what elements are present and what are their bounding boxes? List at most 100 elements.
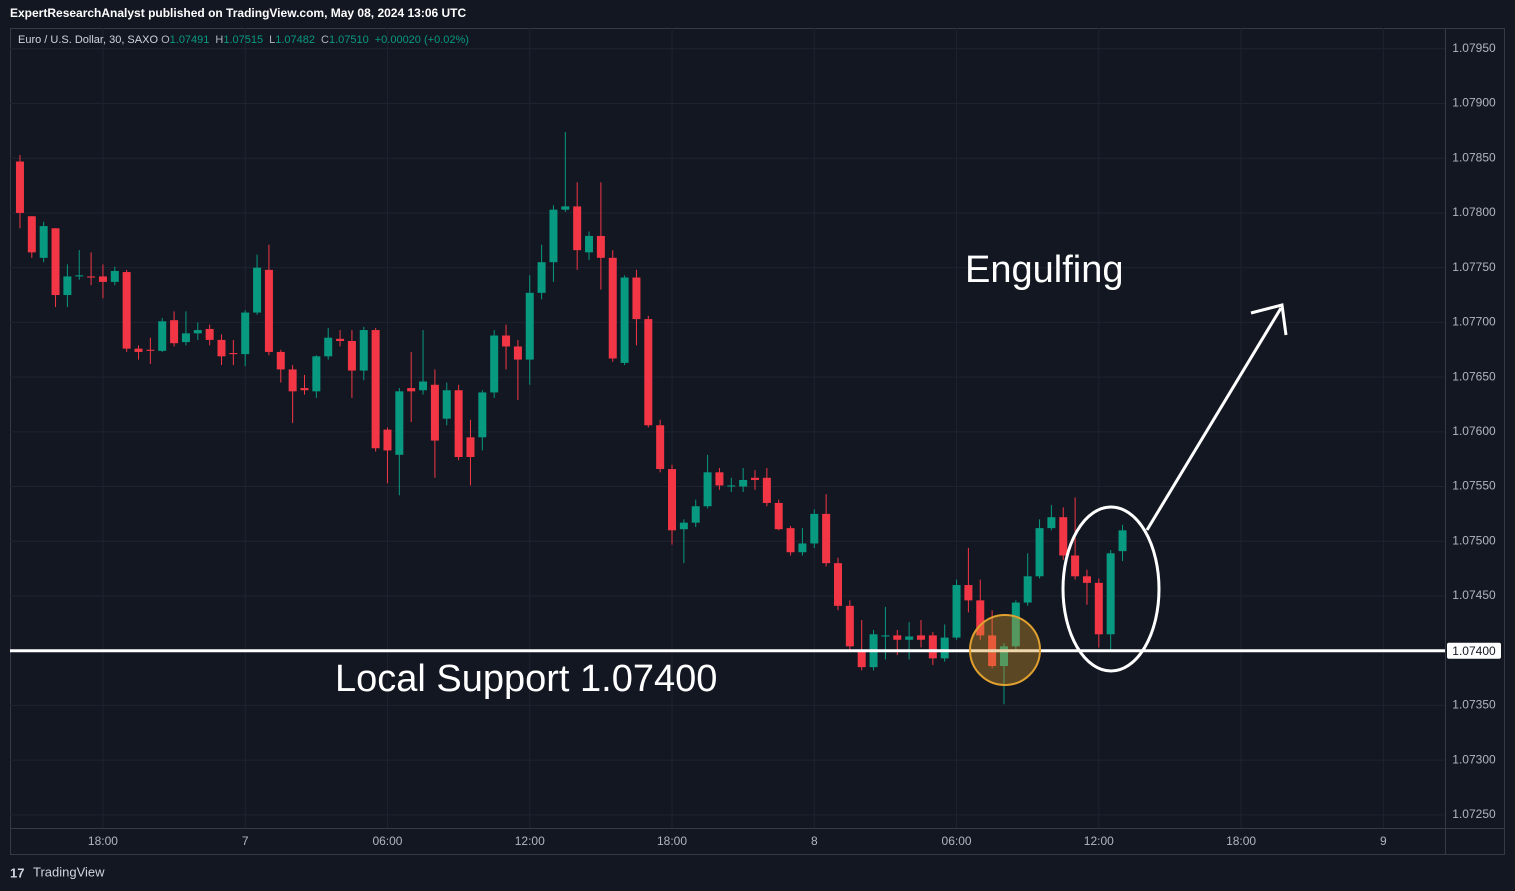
candle-body bbox=[430, 384, 439, 441]
highlight-circle bbox=[969, 614, 1041, 686]
candle-body bbox=[1082, 576, 1091, 583]
candle-body bbox=[1106, 553, 1115, 635]
candle-body bbox=[170, 320, 179, 344]
candle-body bbox=[513, 346, 522, 360]
candle-body bbox=[395, 391, 404, 455]
candle-body bbox=[276, 351, 285, 370]
high-key: H bbox=[215, 34, 224, 46]
candle-body bbox=[715, 472, 724, 486]
candle-body bbox=[87, 276, 96, 278]
candle-body bbox=[679, 522, 688, 530]
candle-body bbox=[229, 353, 238, 355]
x-tick-label: 06:00 bbox=[942, 834, 972, 848]
candle-body bbox=[964, 585, 973, 601]
annotation-engulfing: Engulfing bbox=[965, 249, 1123, 291]
x-tick-label: 12:00 bbox=[515, 834, 545, 848]
candle-body bbox=[324, 337, 333, 357]
candle-body bbox=[585, 235, 594, 253]
candle-body bbox=[893, 635, 902, 640]
candle-body bbox=[845, 605, 854, 647]
y-tick-label: 1.07800 bbox=[1452, 205, 1496, 219]
y-tick-label: 1.07750 bbox=[1452, 260, 1496, 274]
candle-body bbox=[347, 340, 356, 371]
candle-body bbox=[620, 277, 629, 363]
candle-body bbox=[502, 335, 511, 347]
candle-body bbox=[419, 381, 428, 391]
candle-body bbox=[668, 469, 677, 531]
candle-body bbox=[63, 276, 72, 296]
y-tick-label: 1.07600 bbox=[1452, 424, 1496, 438]
engulfing-ellipse bbox=[1061, 505, 1161, 673]
y-tick-label: 1.07350 bbox=[1452, 698, 1496, 712]
candle-body bbox=[300, 388, 309, 391]
candle-body bbox=[798, 543, 807, 553]
candle-body bbox=[822, 513, 831, 564]
x-tick-label: 12:00 bbox=[1084, 834, 1114, 848]
y-tick-label: 1.07300 bbox=[1452, 752, 1496, 766]
candle-body bbox=[1071, 555, 1080, 577]
candle-body bbox=[288, 369, 297, 392]
candle-body bbox=[51, 228, 60, 296]
candle-body bbox=[27, 216, 36, 253]
candle-body bbox=[549, 209, 558, 263]
x-tick-label: 18:00 bbox=[1226, 834, 1256, 848]
x-tick-label: 18:00 bbox=[657, 834, 687, 848]
candle-body bbox=[561, 206, 570, 210]
candle-body bbox=[110, 270, 119, 282]
candle-body bbox=[762, 477, 771, 503]
x-tick-label: 7 bbox=[242, 834, 249, 848]
y-tick-label: 1.07250 bbox=[1452, 807, 1496, 821]
candle-body bbox=[810, 513, 819, 544]
candle-body bbox=[336, 338, 345, 341]
candle-body bbox=[253, 267, 262, 313]
candle-body bbox=[442, 390, 451, 419]
candle-body bbox=[407, 388, 416, 392]
candle-body bbox=[656, 425, 665, 470]
y-tick-label: 1.07550 bbox=[1452, 479, 1496, 493]
candle-body bbox=[774, 502, 783, 530]
close-value: 1.07510 bbox=[328, 34, 369, 46]
candle-body bbox=[1011, 602, 1020, 647]
candle-body bbox=[596, 235, 605, 258]
candle-body bbox=[703, 472, 712, 507]
candle-body bbox=[573, 206, 582, 251]
candle-body bbox=[359, 330, 368, 371]
brand-logo: 17 bbox=[10, 865, 24, 880]
grid: 1.07950 1.07900 1.07850 1.07800 1.07750 1.077… bbox=[10, 28, 1496, 848]
x-tick-label: 8 bbox=[811, 834, 818, 848]
candle-body bbox=[940, 637, 949, 659]
y-tick-label: 1.07900 bbox=[1452, 96, 1496, 110]
drawings: Engulfing Local Support 1.07400 bbox=[335, 249, 1288, 700]
x-tick-label: 18:00 bbox=[88, 834, 118, 848]
candle-body bbox=[15, 161, 24, 213]
support-badge bbox=[1447, 642, 1501, 659]
annotation-support: Local Support 1.07400 bbox=[335, 658, 717, 700]
candle-body bbox=[205, 328, 214, 340]
y-tick-label: 1.07700 bbox=[1452, 315, 1496, 329]
candles bbox=[15, 131, 1127, 705]
y-tick-label: 1.07500 bbox=[1452, 533, 1496, 547]
close-key: C bbox=[321, 34, 329, 46]
publish-header: ExpertResearchAnalyst published on Tradi… bbox=[10, 6, 466, 20]
support-label: 1.07400 bbox=[1452, 644, 1496, 658]
candle-body bbox=[75, 275, 84, 277]
candle-body bbox=[999, 646, 1008, 667]
candle-body bbox=[217, 339, 226, 357]
x-tick-label: 06:00 bbox=[372, 834, 402, 848]
candle-body bbox=[193, 330, 202, 334]
candle-body bbox=[1047, 517, 1056, 529]
y-tick-label: 1.07650 bbox=[1452, 369, 1496, 383]
y-tick-label: 1.07950 bbox=[1452, 41, 1496, 55]
candle-body bbox=[537, 262, 546, 293]
brand: TradingView bbox=[33, 864, 105, 879]
legend: Euro / U.S. Dollar, 30, SAXO O1.07491 H1.… bbox=[18, 34, 475, 46]
candle-body bbox=[976, 600, 985, 636]
candle-body bbox=[490, 335, 499, 393]
candle-body bbox=[916, 635, 925, 640]
candle-body bbox=[98, 276, 107, 282]
candle-body bbox=[146, 349, 155, 351]
candle-body bbox=[122, 272, 131, 349]
high-value: 1.07515 bbox=[223, 34, 264, 46]
